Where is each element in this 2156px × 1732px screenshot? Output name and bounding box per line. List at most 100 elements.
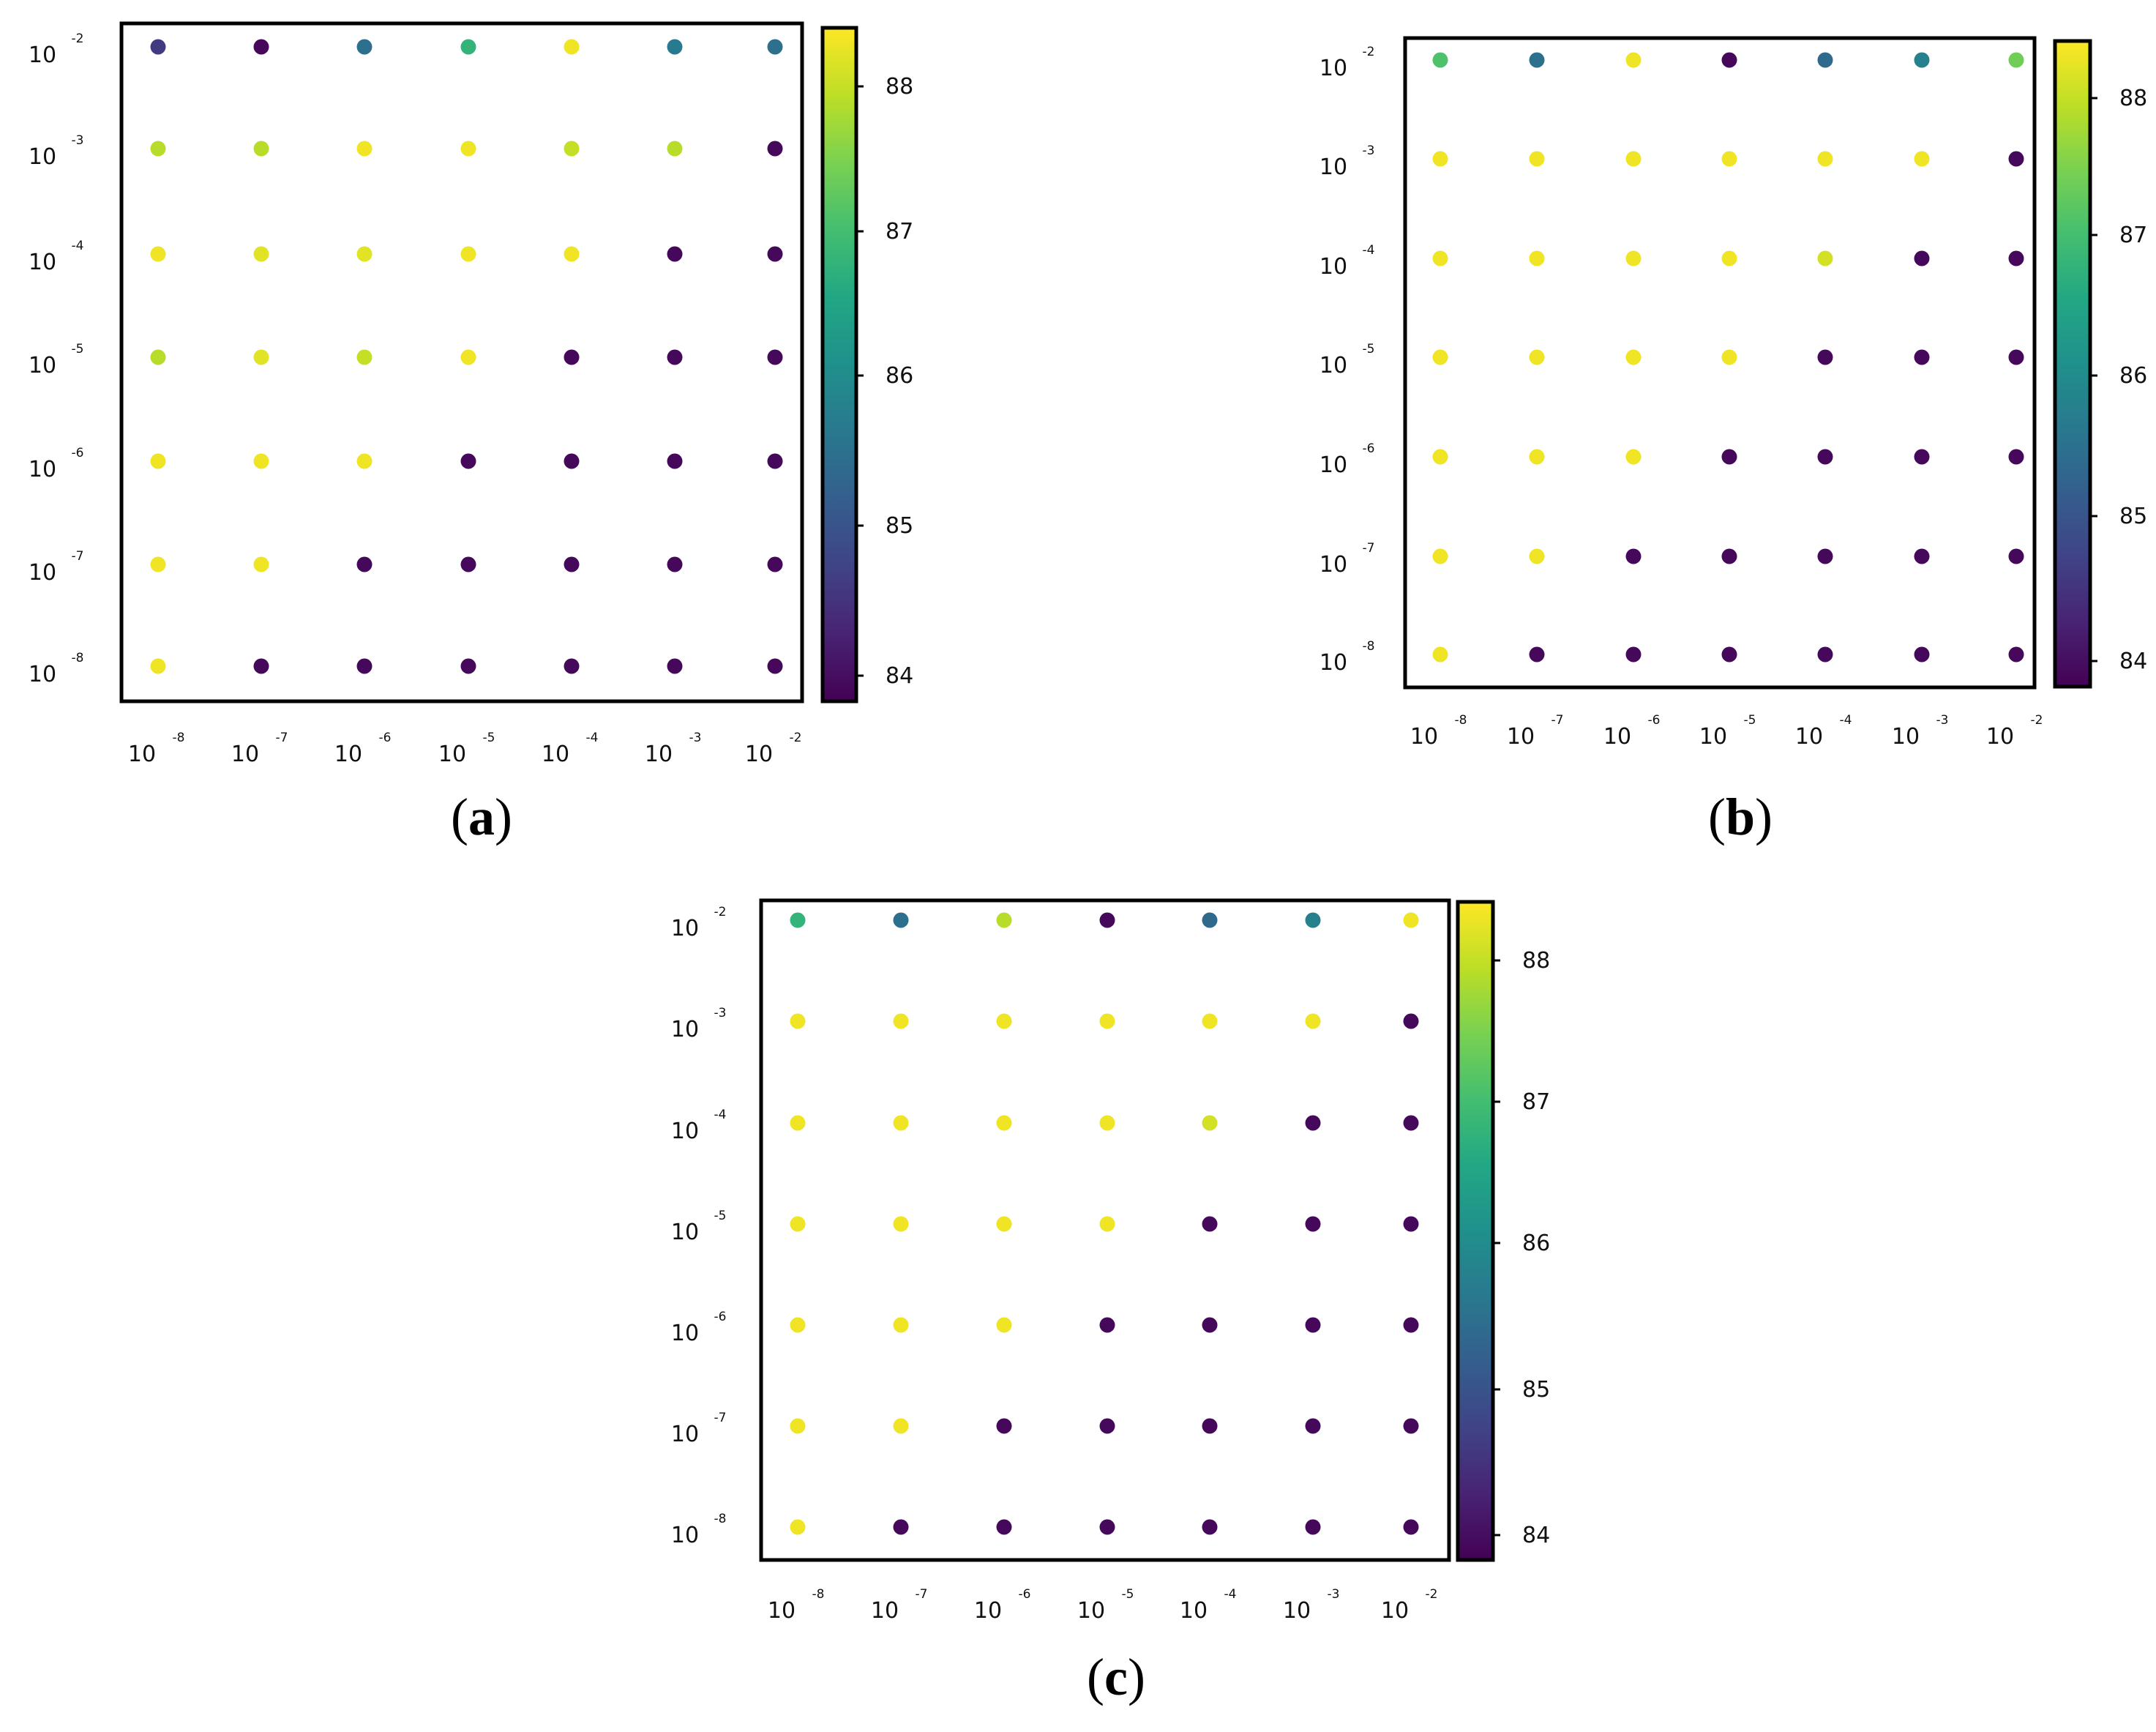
data-point	[253, 349, 269, 365]
data-point	[460, 141, 476, 157]
data-point	[1099, 912, 1115, 928]
y-tick-label: 10	[29, 353, 56, 378]
data-point	[1202, 1115, 1218, 1131]
data-point	[1432, 646, 1448, 662]
data-point	[1721, 449, 1737, 465]
y-tick-label: 10	[29, 560, 56, 586]
y-tick-exponent: -7	[714, 1411, 727, 1425]
y-tick-exponent: -2	[72, 31, 84, 46]
x-tick-label: 10	[1699, 724, 1727, 750]
data-point	[564, 141, 580, 157]
data-point	[996, 1216, 1012, 1232]
x-tick-label: 10	[1795, 724, 1823, 750]
colorbar-tick-label: 84	[886, 663, 913, 689]
data-point	[564, 246, 580, 262]
y-tick-exponent: -5	[714, 1209, 727, 1223]
data-point	[1817, 349, 1833, 365]
x-tick-exponent: -4	[586, 731, 599, 745]
data-point	[1432, 349, 1448, 365]
data-point	[790, 1115, 806, 1131]
data-point	[1529, 449, 1545, 465]
data-point	[1721, 250, 1737, 266]
data-point	[1099, 1013, 1115, 1029]
data-point	[1625, 151, 1642, 167]
data-point	[1099, 1317, 1115, 1333]
data-point	[1817, 250, 1833, 266]
data-point	[1432, 250, 1448, 266]
x-tick-exponent: -3	[1936, 713, 1949, 728]
data-point	[996, 1013, 1012, 1029]
x-tick-exponent: -2	[2031, 713, 2043, 728]
data-point	[356, 39, 373, 55]
data-point	[2008, 449, 2024, 465]
data-point	[767, 556, 783, 572]
x-tick-exponent: -8	[173, 731, 185, 745]
data-point	[1721, 548, 1737, 564]
colorbar-tick-label: 86	[2119, 363, 2147, 389]
data-point	[1914, 151, 1930, 167]
data-point	[1403, 1115, 1419, 1131]
data-point	[150, 39, 166, 55]
x-tick-label: 10	[1410, 724, 1438, 750]
y-tick-exponent: -7	[1363, 541, 1375, 556]
data-point	[1529, 151, 1545, 167]
data-point	[356, 453, 373, 469]
y-tick-label: 10	[1320, 56, 1347, 81]
data-point	[1305, 1317, 1321, 1333]
data-point	[790, 1216, 806, 1232]
data-point	[150, 556, 166, 572]
data-point	[1529, 250, 1545, 266]
data-point	[1202, 1013, 1218, 1029]
data-point	[893, 1013, 909, 1029]
data-point	[460, 349, 476, 365]
x-tick-exponent: -8	[1455, 713, 1467, 728]
data-point	[767, 246, 783, 262]
data-point	[1432, 449, 1448, 465]
data-point	[1305, 912, 1321, 928]
y-tick-exponent: -4	[72, 239, 84, 253]
y-tick-label: 10	[29, 662, 56, 687]
y-tick-exponent: -6	[72, 446, 84, 460]
y-tick-label: 10	[1320, 154, 1347, 180]
data-point	[1432, 52, 1448, 68]
y-tick-label: 10	[671, 1422, 699, 1447]
data-point	[1914, 548, 1930, 564]
data-point	[767, 658, 783, 674]
x-tick-label: 10	[542, 742, 569, 767]
x-tick-label: 10	[974, 1598, 1002, 1624]
data-point	[667, 141, 683, 157]
x-tick-label: 10	[871, 1598, 899, 1624]
y-tick-exponent: -2	[714, 905, 727, 919]
colorbar-tick-label: 85	[886, 513, 913, 539]
x-tick-label: 10	[1986, 724, 2014, 750]
colorbar-tick-label: 85	[1522, 1377, 1550, 1403]
data-point	[564, 39, 580, 55]
x-tick-exponent: -3	[689, 731, 702, 745]
data-point	[767, 141, 783, 157]
data-point	[767, 349, 783, 365]
data-point	[996, 912, 1012, 928]
data-point	[893, 1216, 909, 1232]
y-tick-label: 10	[29, 144, 56, 170]
data-point	[1403, 912, 1419, 928]
data-point	[564, 556, 580, 572]
data-point	[1202, 1216, 1218, 1232]
y-tick-label: 10	[29, 457, 56, 482]
data-point	[893, 1418, 909, 1434]
data-point	[667, 556, 683, 572]
x-tick-exponent: -6	[379, 731, 392, 745]
data-point	[1817, 449, 1833, 465]
data-point	[667, 453, 683, 469]
colorbar-tick-label: 86	[1522, 1231, 1550, 1256]
data-point	[1721, 646, 1737, 662]
data-point	[667, 658, 683, 674]
colorbar-tick-label: 87	[1522, 1089, 1550, 1115]
x-tick-exponent: -7	[276, 731, 288, 745]
y-tick-label: 10	[671, 1017, 699, 1042]
colorbar-tick-label: 87	[2119, 223, 2147, 248]
colorbar-tick-label: 88	[2119, 86, 2147, 111]
data-point	[253, 39, 269, 55]
data-point	[1202, 1418, 1218, 1434]
colorbar-tick-label: 86	[886, 363, 913, 389]
data-point	[564, 349, 580, 365]
